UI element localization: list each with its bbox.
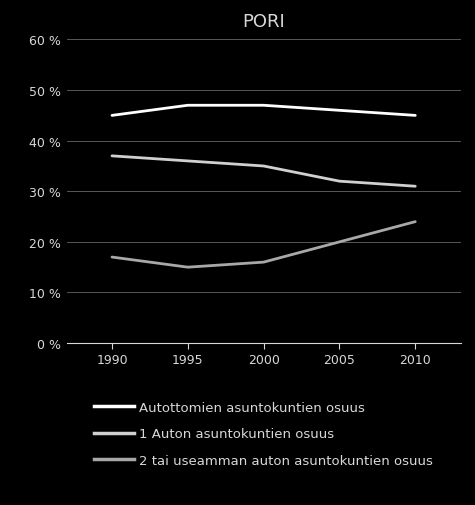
Legend: Autottomien asuntokuntien osuus, 1 Auton asuntokuntien osuus, 2 tai useamman aut: Autottomien asuntokuntien osuus, 1 Auton… [94, 401, 433, 467]
Title: PORI: PORI [242, 13, 285, 30]
